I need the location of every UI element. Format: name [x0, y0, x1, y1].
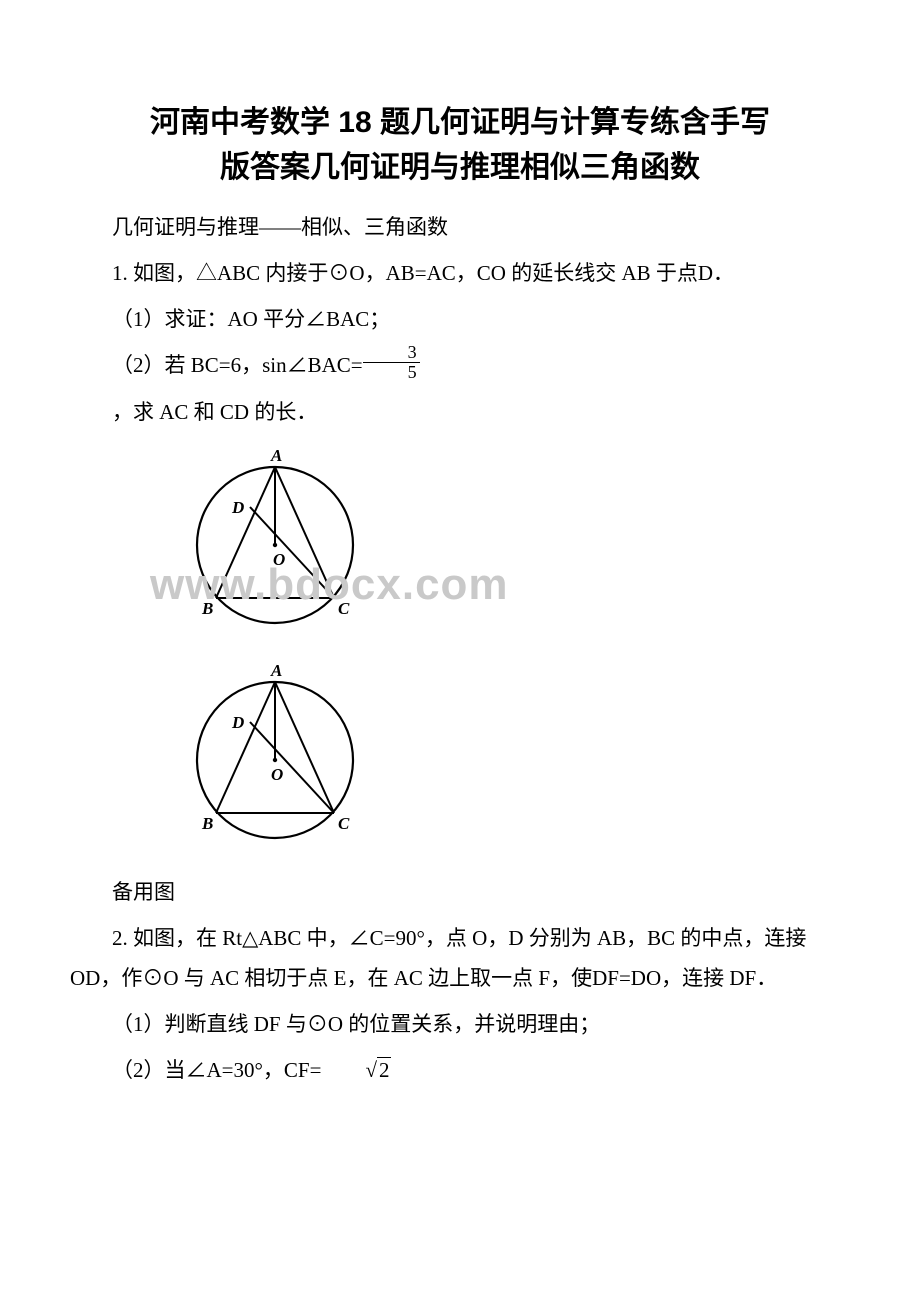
- svg-text:B: B: [201, 814, 213, 833]
- title-line-2: 版答案几何证明与推理相似三角函数: [220, 151, 700, 184]
- svg-text:D: D: [231, 713, 244, 732]
- svg-text:B: B: [201, 599, 213, 618]
- q1-intro-text: 1. 如图，△ABC 内接于⊙O，AB=AC，CO 的延长线交 AB 于点D．: [112, 261, 734, 285]
- svg-text:C: C: [338, 814, 350, 833]
- svg-text:A: A: [270, 661, 282, 680]
- fraction-3-5: 35: [363, 343, 420, 384]
- q2-part1: （1）判断直线 DF 与⊙O 的位置关系，并说明理由；: [70, 1005, 850, 1045]
- sqrt-radicand: 2: [377, 1057, 392, 1082]
- figure-1: A B C O D: [180, 443, 850, 648]
- document-page: www.bdocx.com 河南中考数学 18 题几何证明与计算专练含手写 版答…: [0, 0, 920, 1157]
- q1-part1: （1）求证：AO 平分∠BAC；: [70, 300, 850, 340]
- title-line-1: 河南中考数学 18 题几何证明与计算专练含手写: [150, 106, 770, 139]
- frac-num: 3: [363, 343, 420, 364]
- figure-2-svg: A B C O D: [180, 658, 370, 858]
- figure-1-svg: A B C O D: [180, 443, 370, 643]
- svg-text:A: A: [270, 446, 282, 465]
- q2-part2-a: （2）当∠A=30°，CF=: [112, 1058, 321, 1082]
- q2-intro-text: 2. 如图，在 Rt△ABC 中，∠C=90°，点 O，D 分别为 AB，BC …: [70, 926, 806, 990]
- svg-text:C: C: [338, 599, 350, 618]
- backup-label: 备用图: [70, 873, 850, 913]
- svg-text:O: O: [273, 550, 285, 569]
- document-title: 河南中考数学 18 题几何证明与计算专练含手写 版答案几何证明与推理相似三角函数: [70, 100, 850, 190]
- q2-part2: （2）当∠A=30°，CF=√2: [70, 1051, 850, 1091]
- q1-part2-a: （2）若 BC=6，sin∠BAC=: [112, 353, 363, 377]
- svg-text:O: O: [271, 765, 283, 784]
- q1-part2-b: ，求 AC 和 CD 的长．: [70, 393, 850, 433]
- figure-2: A B C O D: [180, 658, 850, 863]
- svg-text:D: D: [231, 498, 244, 517]
- sqrt-2: √2: [321, 1051, 391, 1091]
- subtitle: 几何证明与推理——相似、三角函数: [70, 208, 850, 248]
- q1-part2: （2）若 BC=6，sin∠BAC=35: [70, 346, 850, 387]
- q2-intro: 2. 如图，在 Rt△ABC 中，∠C=90°，点 O，D 分别为 AB，BC …: [70, 919, 850, 999]
- q1-intro: 1. 如图，△ABC 内接于⊙O，AB=AC，CO 的延长线交 AB 于点D．: [70, 254, 850, 294]
- frac-den: 5: [363, 363, 420, 383]
